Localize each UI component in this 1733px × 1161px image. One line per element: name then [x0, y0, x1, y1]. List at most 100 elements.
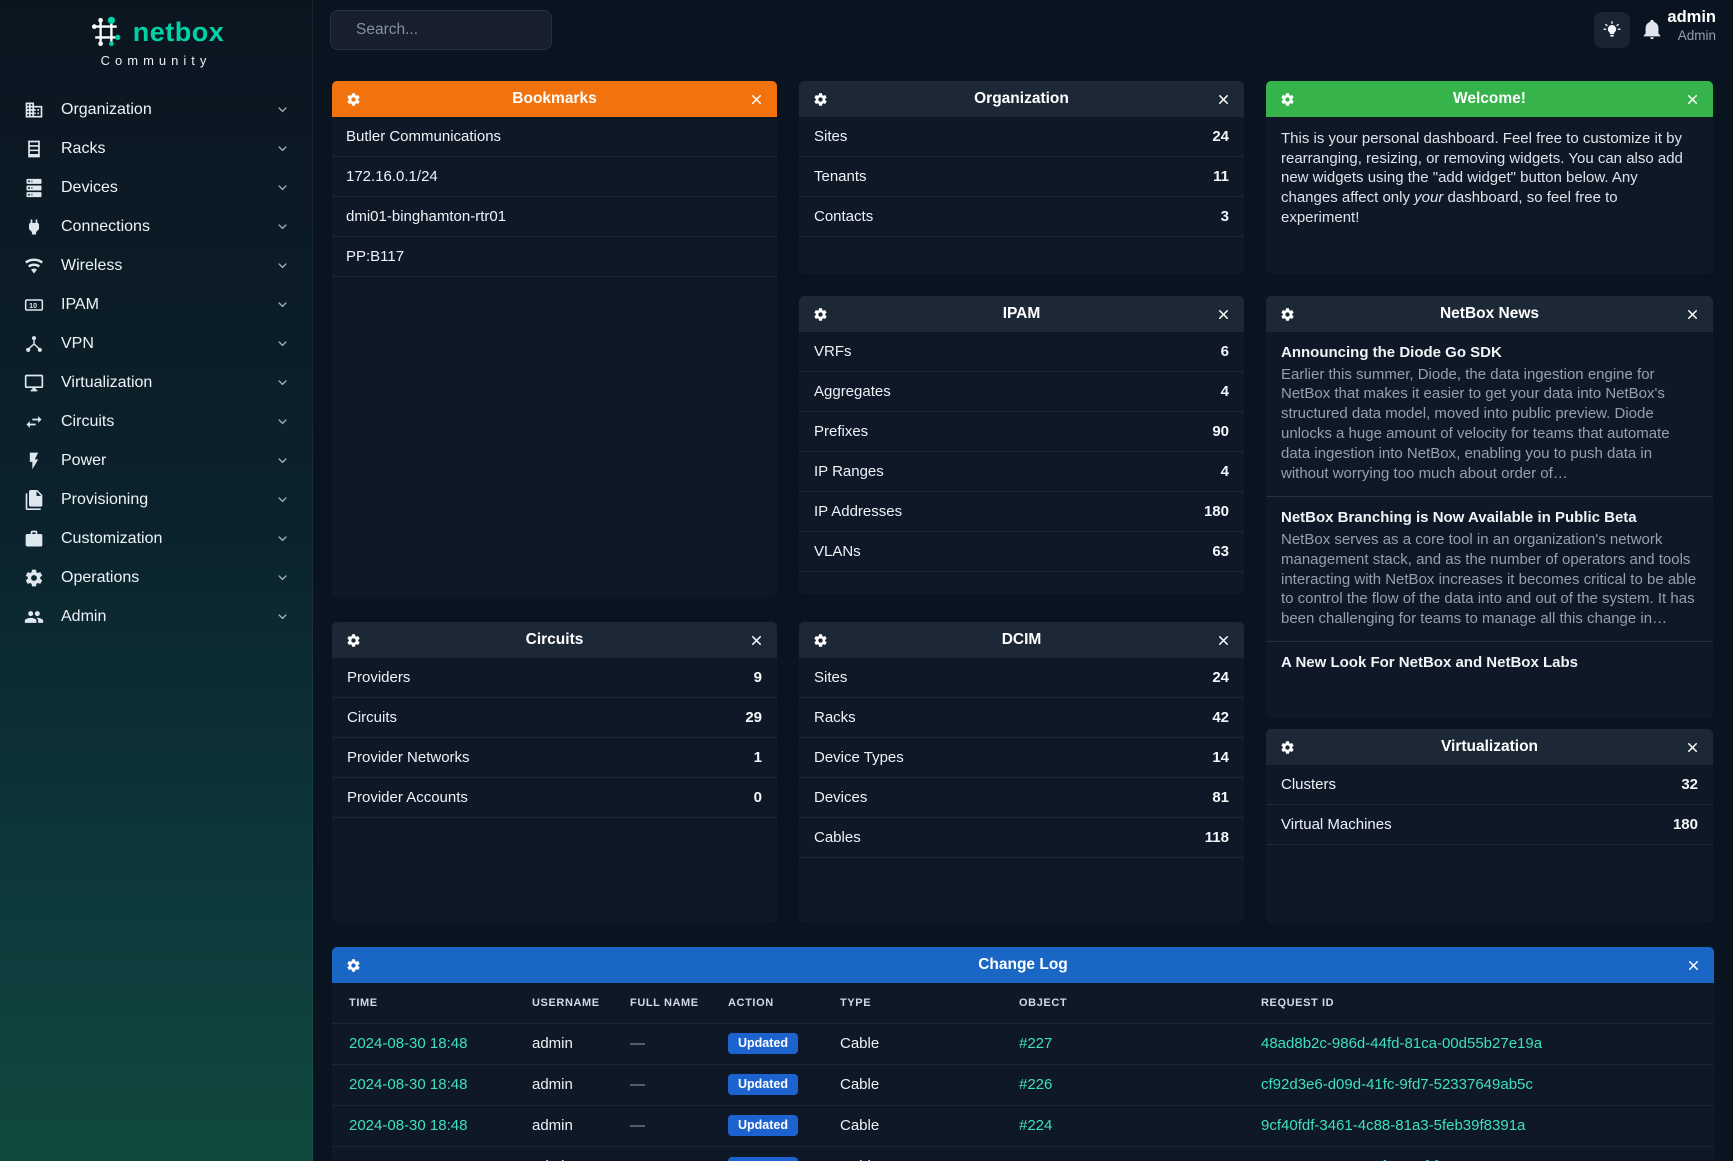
news-item: NetBox Branching is Now Available in Pub…	[1266, 496, 1713, 641]
close-icon[interactable]	[747, 631, 765, 649]
user-menu[interactable]: admin Admin	[1667, 8, 1716, 45]
close-icon[interactable]	[1214, 631, 1232, 649]
close-icon[interactable]	[1214, 90, 1232, 108]
briefcase-icon	[24, 529, 44, 549]
stat-row[interactable]: Contacts 3	[799, 197, 1244, 237]
stat-row[interactable]: Racks 42	[799, 698, 1244, 738]
gear-icon[interactable]	[1278, 90, 1296, 108]
wifi-icon	[24, 256, 44, 276]
change-time-link[interactable]: 2024-08-30 18:48	[349, 1076, 468, 1093]
ipam-widget-header[interactable]: IPAM	[799, 296, 1244, 332]
stat-row[interactable]: Virtual Machines 180	[1266, 805, 1713, 845]
news-headline[interactable]: A New Look For NetBox and NetBox Labs	[1281, 654, 1578, 672]
stat-row[interactable]: Device Types 14	[799, 738, 1244, 778]
sidebar-item-wireless[interactable]: Wireless	[0, 246, 312, 285]
change-time-link[interactable]: 2024-08-30 18:47	[349, 1158, 467, 1161]
stat-row[interactable]: IP Ranges 4	[799, 452, 1244, 492]
circuits-widget-header[interactable]: Circuits	[332, 622, 777, 658]
request-id-link[interactable]: 7c3c4c3c-ccc9-47f3-896f-f99391c007e2	[1261, 1158, 1529, 1161]
sidebar-item-label: VPN	[61, 334, 94, 352]
gear-icon[interactable]	[1278, 738, 1296, 756]
close-icon[interactable]	[747, 90, 765, 108]
stat-row[interactable]: IP Addresses 180	[799, 492, 1244, 532]
stat-row[interactable]: VRFs 6	[799, 332, 1244, 372]
stat-row[interactable]: Provider Accounts 0	[332, 778, 777, 818]
stat-row[interactable]: Provider Networks 1	[332, 738, 777, 778]
gear-icon[interactable]	[811, 90, 829, 108]
stat-row[interactable]: Prefixes 90	[799, 412, 1244, 452]
sidebar-item-connections[interactable]: Connections	[0, 207, 312, 246]
sidebar-item-racks[interactable]: Racks	[0, 129, 312, 168]
dcim-widget-header[interactable]: DCIM	[799, 622, 1244, 658]
sidebar-item-ipam[interactable]: IPAM	[0, 285, 312, 324]
bookmark-item[interactable]: 172.16.0.1/24	[332, 157, 777, 197]
change-time-link[interactable]: 2024-08-30 18:48	[349, 1117, 468, 1134]
changelog-header-row: TIME USERNAME FULL NAME ACTION TYPE OBJE…	[332, 983, 1714, 1023]
news-headline[interactable]: NetBox Branching is Now Available in Pub…	[1281, 509, 1637, 527]
chevron-down-icon	[275, 375, 290, 390]
documents-icon	[24, 490, 44, 510]
gear-icon[interactable]	[811, 305, 829, 323]
change-time-link[interactable]: 2024-08-30 18:48	[349, 1035, 468, 1052]
action-badge: Updated	[728, 1033, 798, 1054]
stat-row[interactable]: Sites 24	[799, 117, 1244, 157]
sidebar-item-organization[interactable]: Organization	[0, 90, 312, 129]
sidebar-item-devices[interactable]: Devices	[0, 168, 312, 207]
sidebar-item-customization[interactable]: Customization	[0, 519, 312, 558]
close-icon[interactable]	[1683, 90, 1701, 108]
gear-icon[interactable]	[811, 631, 829, 649]
column-header-action: ACTION	[728, 996, 774, 1009]
bookmark-item[interactable]: dmi01-binghamton-rtr01	[332, 197, 777, 237]
welcome-widget-header[interactable]: Welcome!	[1266, 81, 1713, 117]
stat-row[interactable]: Clusters 32	[1266, 765, 1713, 805]
column-header-username: USERNAME	[532, 996, 600, 1009]
monitor-icon	[24, 373, 44, 393]
sidebar-item-virtualization[interactable]: Virtualization	[0, 363, 312, 402]
search-input[interactable]	[356, 21, 556, 39]
stat-row[interactable]: Devices 81	[799, 778, 1244, 818]
bell-icon[interactable]	[1641, 17, 1663, 41]
sidebar-item-admin[interactable]: Admin	[0, 597, 312, 636]
chevron-down-icon	[275, 453, 290, 468]
stat-row[interactable]: Circuits 29	[332, 698, 777, 738]
gear-icon[interactable]	[344, 631, 362, 649]
close-icon[interactable]	[1683, 738, 1701, 756]
close-icon[interactable]	[1684, 956, 1702, 974]
request-id-link[interactable]: cf92d3e6-d09d-41fc-9fd7-52337649ab5c	[1261, 1076, 1533, 1093]
stat-row[interactable]: VLANs 63	[799, 532, 1244, 572]
stat-row[interactable]: Tenants 11	[799, 157, 1244, 197]
sidebar-item-operations[interactable]: Operations	[0, 558, 312, 597]
sidebar-item-provisioning[interactable]: Provisioning	[0, 480, 312, 519]
gear-icon[interactable]	[344, 90, 362, 108]
bookmark-item[interactable]: Butler Communications	[332, 117, 777, 157]
object-link[interactable]: #224	[1019, 1117, 1053, 1134]
object-link[interactable]: #227	[1019, 1035, 1053, 1052]
netbox-logo[interactable]: netbox	[0, 14, 312, 50]
widget-title: Organization	[974, 90, 1069, 107]
bookmark-item[interactable]: PP:B117	[332, 237, 777, 277]
request-id-link[interactable]: 48ad8b2c-986d-44fd-81ca-00d55b27e19a	[1261, 1035, 1543, 1052]
gear-icon[interactable]	[344, 956, 362, 974]
news-headline[interactable]: Announcing the Diode Go SDK	[1281, 344, 1502, 361]
object-link[interactable]: #226	[1019, 1076, 1053, 1093]
close-icon[interactable]	[1683, 305, 1701, 323]
sidebar-item-circuits[interactable]: Circuits	[0, 402, 312, 441]
object-link[interactable]: #224	[1019, 1158, 1052, 1161]
sidebar-item-power[interactable]: Power	[0, 441, 312, 480]
sidebar-item-vpn[interactable]: VPN	[0, 324, 312, 363]
stat-row[interactable]: Cables 118	[799, 818, 1244, 858]
stat-row[interactable]: Providers 9	[332, 658, 777, 698]
sidebar-item-label: Customization	[61, 529, 163, 547]
organization-widget-header[interactable]: Organization	[799, 81, 1244, 117]
stat-row[interactable]: Aggregates 4	[799, 372, 1244, 412]
close-icon[interactable]	[1214, 305, 1232, 323]
virtualization-widget-header[interactable]: Virtualization	[1266, 729, 1713, 765]
request-id-link[interactable]: 9cf40fdf-3461-4c88-81a3-5feb39f8391a	[1261, 1117, 1526, 1134]
stat-row[interactable]: Sites 24	[799, 658, 1244, 698]
news-widget-header[interactable]: NetBox News	[1266, 296, 1713, 332]
cell-type: Cable	[828, 1022, 1007, 1064]
bookmarks-widget-header[interactable]: Bookmarks	[332, 81, 777, 117]
gear-icon[interactable]	[1278, 305, 1296, 323]
changelog-widget-header[interactable]: Change Log	[332, 947, 1714, 983]
theme-toggle-button[interactable]	[1594, 12, 1630, 48]
